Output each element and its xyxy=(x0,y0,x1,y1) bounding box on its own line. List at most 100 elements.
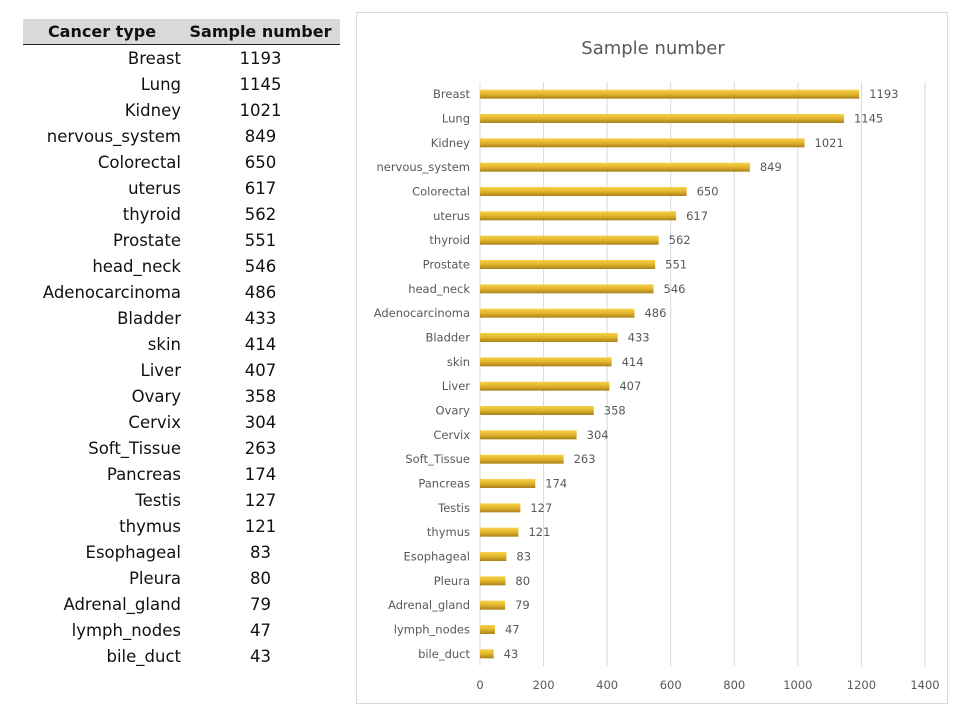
cancer-type-cell: Esophageal xyxy=(85,542,181,562)
data-label: 358 xyxy=(604,404,626,418)
data-label: 121 xyxy=(528,525,550,539)
category-label: Bladder xyxy=(425,331,470,345)
cancer-type-cell: Kidney xyxy=(124,100,181,120)
category-label: Pleura xyxy=(434,574,470,588)
data-label: 617 xyxy=(686,209,708,223)
cancer-type-cell: Lung xyxy=(140,74,181,94)
category-label: thymus xyxy=(427,525,470,539)
sample-number-cell: 80 xyxy=(250,568,271,588)
category-label: Adenocarcinoma xyxy=(374,306,470,320)
table-row: nervous_system 849 xyxy=(23,123,340,149)
table-row: Pancreas 174 xyxy=(23,461,340,487)
sample-number-cell: 617 xyxy=(244,178,277,198)
table-row: head_neck 546 xyxy=(23,253,340,279)
sample-number-cell: 43 xyxy=(250,646,271,666)
cancer-type-cell: Adenocarcinoma xyxy=(42,282,181,302)
table-row: Cervix 304 xyxy=(23,409,340,435)
sample-number-cell: 486 xyxy=(244,282,277,302)
data-label: 47 xyxy=(505,623,520,637)
data-label: 43 xyxy=(504,647,519,661)
data-label: 414 xyxy=(622,355,644,369)
cancer-type-cell: Colorectal xyxy=(97,152,181,172)
sample-number-cell: 551 xyxy=(244,230,277,250)
category-label: uterus xyxy=(433,209,470,223)
sample-number-cell: 1145 xyxy=(239,74,282,94)
bar xyxy=(480,552,507,561)
category-label: Adrenal_gland xyxy=(388,598,470,612)
chart-title: Sample number xyxy=(581,38,725,59)
bar xyxy=(480,162,750,172)
bar xyxy=(480,333,618,342)
table-row: lymph_nodes 47 xyxy=(23,617,340,643)
sample-number-cell: 83 xyxy=(250,542,271,562)
bar xyxy=(480,211,677,221)
cancer-type-cell: Ovary xyxy=(131,386,181,406)
data-label: 849 xyxy=(760,160,782,174)
sample-number-cell: 650 xyxy=(244,152,277,172)
data-label: 407 xyxy=(619,379,641,393)
data-label: 486 xyxy=(644,306,666,320)
cancer-type-cell: Prostate xyxy=(113,230,181,250)
sample-number-cell: 174 xyxy=(244,464,277,484)
bar xyxy=(480,89,860,99)
category-label: Cervix xyxy=(433,428,470,442)
bar xyxy=(480,576,506,586)
data-label: 562 xyxy=(669,233,691,247)
table-row: Pleura 80 xyxy=(23,565,340,591)
category-label: Kidney xyxy=(431,136,470,150)
category-label: bile_duct xyxy=(418,647,470,661)
table-row: thyroid 562 xyxy=(23,201,340,227)
bar xyxy=(480,284,654,294)
table-row: Kidney 1021 xyxy=(23,97,340,123)
category-label: thyroid xyxy=(429,233,470,247)
category-label: skin xyxy=(447,355,470,369)
sample-number-cell: 414 xyxy=(244,334,277,354)
cancer-type-cell: skin xyxy=(147,334,181,354)
table-row: Adrenal_gland 79 xyxy=(23,591,340,617)
data-label: 546 xyxy=(664,282,686,296)
x-tick-label: 1200 xyxy=(847,678,876,692)
category-label: Pancreas xyxy=(418,477,470,491)
data-label: 127 xyxy=(530,501,552,515)
table-row: Colorectal 650 xyxy=(23,149,340,175)
sample-number-cell: 433 xyxy=(244,308,277,328)
data-label: 174 xyxy=(545,477,567,491)
sample-number-cell: 47 xyxy=(250,620,271,640)
cancer-type-cell: thymus xyxy=(119,516,181,536)
cancer-type-cell: Cervix xyxy=(128,412,181,432)
cancer-type-cell: Pancreas xyxy=(106,464,181,484)
category-label: nervous_system xyxy=(376,160,470,174)
sample-number-cell: 1021 xyxy=(239,100,282,120)
table-row: Ovary 358 xyxy=(23,383,340,409)
table-row: thymus 121 xyxy=(23,513,340,539)
x-tick-label: 600 xyxy=(660,678,682,692)
cancer-type-cell: bile_duct xyxy=(106,646,181,666)
x-tick-label: 1400 xyxy=(910,678,939,692)
sample-number-cell: 127 xyxy=(244,490,277,510)
data-label: 1021 xyxy=(815,136,844,150)
bar xyxy=(480,430,577,440)
bar xyxy=(480,406,594,415)
bar xyxy=(480,260,656,269)
sample-number-cell: 562 xyxy=(244,204,277,224)
chart-svg: Sample number 0 200 400 600 800 1000 1200 1400 B… xyxy=(374,38,940,692)
bar-chart: Sample number 0 200 400 600 800 1000 1200 1400 B… xyxy=(356,12,948,704)
cancer-type-cell: Liver xyxy=(140,360,181,380)
data-label: 80 xyxy=(515,574,530,588)
category-label: Colorectal xyxy=(412,185,470,199)
data-label: 1145 xyxy=(854,112,883,126)
sample-number-cell: 263 xyxy=(244,438,277,458)
category-label: Esophageal xyxy=(403,550,470,564)
table-row: uterus 617 xyxy=(23,175,340,201)
cancer-type-cell: lymph_nodes xyxy=(71,620,181,640)
table-row: Testis 127 xyxy=(23,487,340,513)
cancer-type-cell: uterus xyxy=(128,178,181,198)
sample-number-cell: 304 xyxy=(244,412,277,432)
table-row: Breast 1193 xyxy=(23,45,340,72)
sample-number-cell: 407 xyxy=(244,360,277,380)
cancer-type-cell: Soft_Tissue xyxy=(88,438,181,458)
sample-number-cell: 79 xyxy=(250,594,271,614)
bar xyxy=(480,187,687,196)
category-label: Testis xyxy=(437,501,470,515)
sample-number-cell: 358 xyxy=(244,386,277,406)
